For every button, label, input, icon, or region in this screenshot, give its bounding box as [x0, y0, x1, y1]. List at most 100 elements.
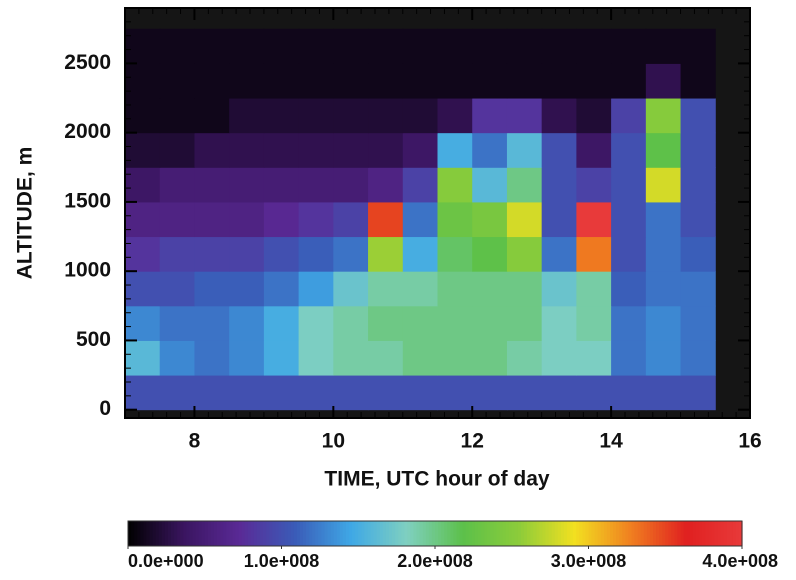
heatmap-cell: [680, 201, 716, 238]
plot-frame: [124, 7, 751, 419]
heatmap-cell: [263, 98, 300, 134]
heatmap-cell: [229, 305, 265, 341]
colorbar-segment: [729, 521, 734, 546]
heatmap-cell: [229, 167, 265, 203]
colorbar-segment: [155, 521, 160, 546]
colorbar-segment: [416, 521, 421, 546]
heatmap-cell: [229, 28, 265, 64]
heatmap-cell: [506, 63, 543, 99]
colorbar-segment: [361, 521, 365, 546]
colorbar-segment: [659, 521, 663, 546]
colorbar-segment: [643, 521, 648, 546]
heatmap-cell: [194, 271, 230, 307]
colorbar-segment: [692, 521, 697, 546]
heatmap-cell: [402, 167, 438, 203]
heatmap-cell: [333, 167, 369, 203]
heatmap-cell: [472, 271, 508, 307]
colorbar-segment: [471, 521, 476, 546]
colorbar-segment: [459, 521, 464, 546]
colorbar-segment: [634, 521, 639, 546]
heatmap-cell: [472, 375, 508, 411]
heatmap-cell: [402, 375, 438, 411]
heatmap-cell: [506, 236, 543, 272]
colorbar-segment: [327, 521, 332, 546]
heatmap-cell: [125, 201, 161, 238]
heatmap-cell: [263, 236, 300, 272]
heatmap-cell: [645, 28, 682, 64]
colorbar-segment: [665, 521, 669, 546]
x-axis-label: TIME, UTC hour of day: [324, 468, 549, 491]
colorbar-segment: [456, 521, 461, 546]
heatmap-cell: [506, 167, 543, 203]
heatmap-cell: [368, 236, 404, 272]
colorbar-segment: [695, 521, 700, 546]
heatmap-cell: [576, 375, 612, 411]
heatmap-cell: [680, 167, 716, 203]
y-tick-label: 500: [76, 328, 111, 351]
colorbar-segment: [422, 521, 427, 546]
heatmap-cell: [402, 98, 438, 134]
heatmap-cell: [159, 98, 195, 134]
colorbar-segment: [376, 521, 381, 546]
heatmap-cell: [298, 236, 334, 272]
colorbar-segment: [204, 521, 209, 546]
colorbar-segment: [210, 521, 215, 546]
heatmap-cell: [229, 375, 265, 411]
colorbar-segment: [278, 521, 283, 546]
colorbar-segment: [726, 521, 731, 546]
heatmap-cell: [541, 375, 577, 411]
y-axis-label: ALTITUDE, m: [14, 147, 37, 280]
heatmap-cell: [402, 28, 438, 64]
heatmap-cell: [368, 132, 404, 168]
x-tick-label: 12: [461, 430, 484, 453]
colorbar-segment: [481, 521, 485, 546]
colorbar-segment: [674, 521, 679, 546]
colorbar-segment: [134, 521, 138, 546]
colorbar-segment: [186, 521, 190, 546]
colorbar-segment: [256, 521, 261, 546]
heatmap-cell: [611, 28, 647, 64]
colorbar-segment: [517, 521, 522, 546]
heatmap-cell: [437, 63, 473, 99]
colorbar-segment: [649, 521, 654, 546]
heatmap-cell: [159, 201, 195, 238]
colorbar-segment: [542, 521, 547, 546]
heatmap-cell: [402, 63, 438, 99]
heatmap-cell: [159, 236, 195, 272]
heatmap-cell: [472, 132, 508, 168]
heatmap-cell: [472, 236, 508, 272]
heatmap-cell: [368, 271, 404, 307]
colorbar-segment: [229, 521, 233, 546]
colorbar-segment: [235, 521, 240, 546]
heatmap-cell: [437, 236, 473, 272]
colorbar-segment: [226, 521, 230, 546]
colorbar-segment: [732, 521, 737, 546]
colorbar-segment: [453, 521, 458, 546]
heatmap-cell: [194, 28, 230, 64]
heatmap-cell: [125, 305, 161, 341]
heatmap-cell: [194, 236, 230, 272]
colorbar-segment: [324, 521, 329, 546]
colorbar-segment: [318, 521, 323, 546]
heatmap-cell: [298, 375, 334, 411]
colorbar-tick-label: 3.0e+008: [551, 551, 627, 571]
colorbar-tick-label: 1.0e+008: [244, 551, 320, 571]
colorbar-segment: [232, 521, 237, 546]
heatmap-cell: [541, 340, 577, 376]
heatmap-cell: [680, 132, 716, 168]
heatmap-cell: [437, 167, 473, 203]
heatmap-cell: [368, 167, 404, 203]
heatmap-cell: [680, 305, 716, 341]
colorbar-segment: [702, 521, 706, 546]
colorbar-segment: [287, 521, 292, 546]
heatmap-cell: [472, 98, 508, 134]
colorbar-segment: [407, 521, 412, 546]
heatmap-cell: [541, 98, 577, 134]
heatmap-cell: [541, 63, 577, 99]
heatmap-cell: [368, 305, 404, 341]
colorbar-segment: [597, 521, 602, 546]
heatmap-cell: [437, 271, 473, 307]
heatmap-cell: [402, 132, 438, 168]
colorbar-segment: [217, 521, 221, 546]
colorbar-segment: [413, 521, 418, 546]
